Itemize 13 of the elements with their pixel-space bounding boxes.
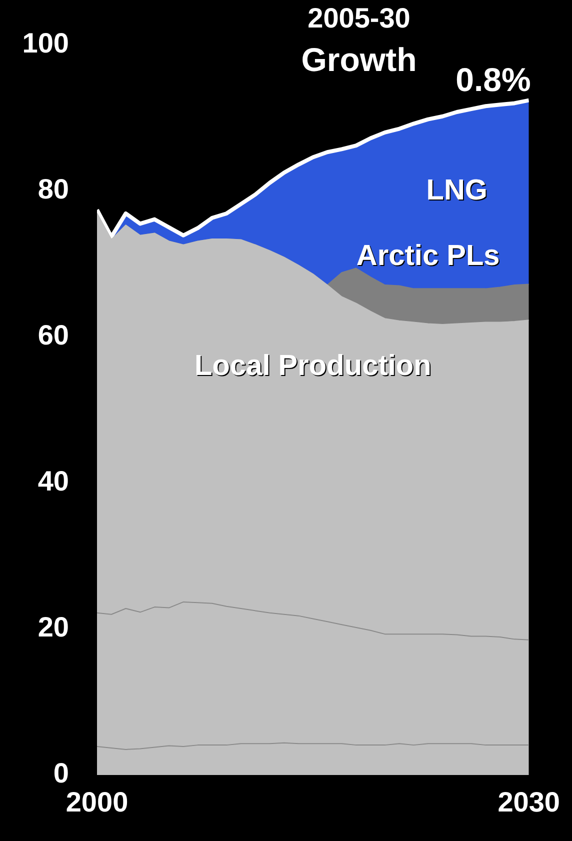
series-label: Arctic PLs: [356, 240, 500, 272]
x-tick-label: 2000: [66, 786, 128, 818]
y-tick-label: 0: [53, 758, 69, 789]
y-tick-label: 80: [38, 174, 69, 205]
annotation: 2005-30 Growth: [301, 2, 417, 78]
y-tick-label: 100: [22, 28, 69, 59]
y-tick-label: 20: [38, 612, 69, 643]
y-tick-label: 40: [38, 466, 69, 497]
annotation: 0.8%: [456, 60, 531, 98]
x-tick-label: 2030: [498, 786, 560, 818]
series-label: Local Production: [194, 350, 432, 382]
series-label: LNG: [426, 174, 488, 206]
y-tick-label: 60: [38, 320, 69, 351]
